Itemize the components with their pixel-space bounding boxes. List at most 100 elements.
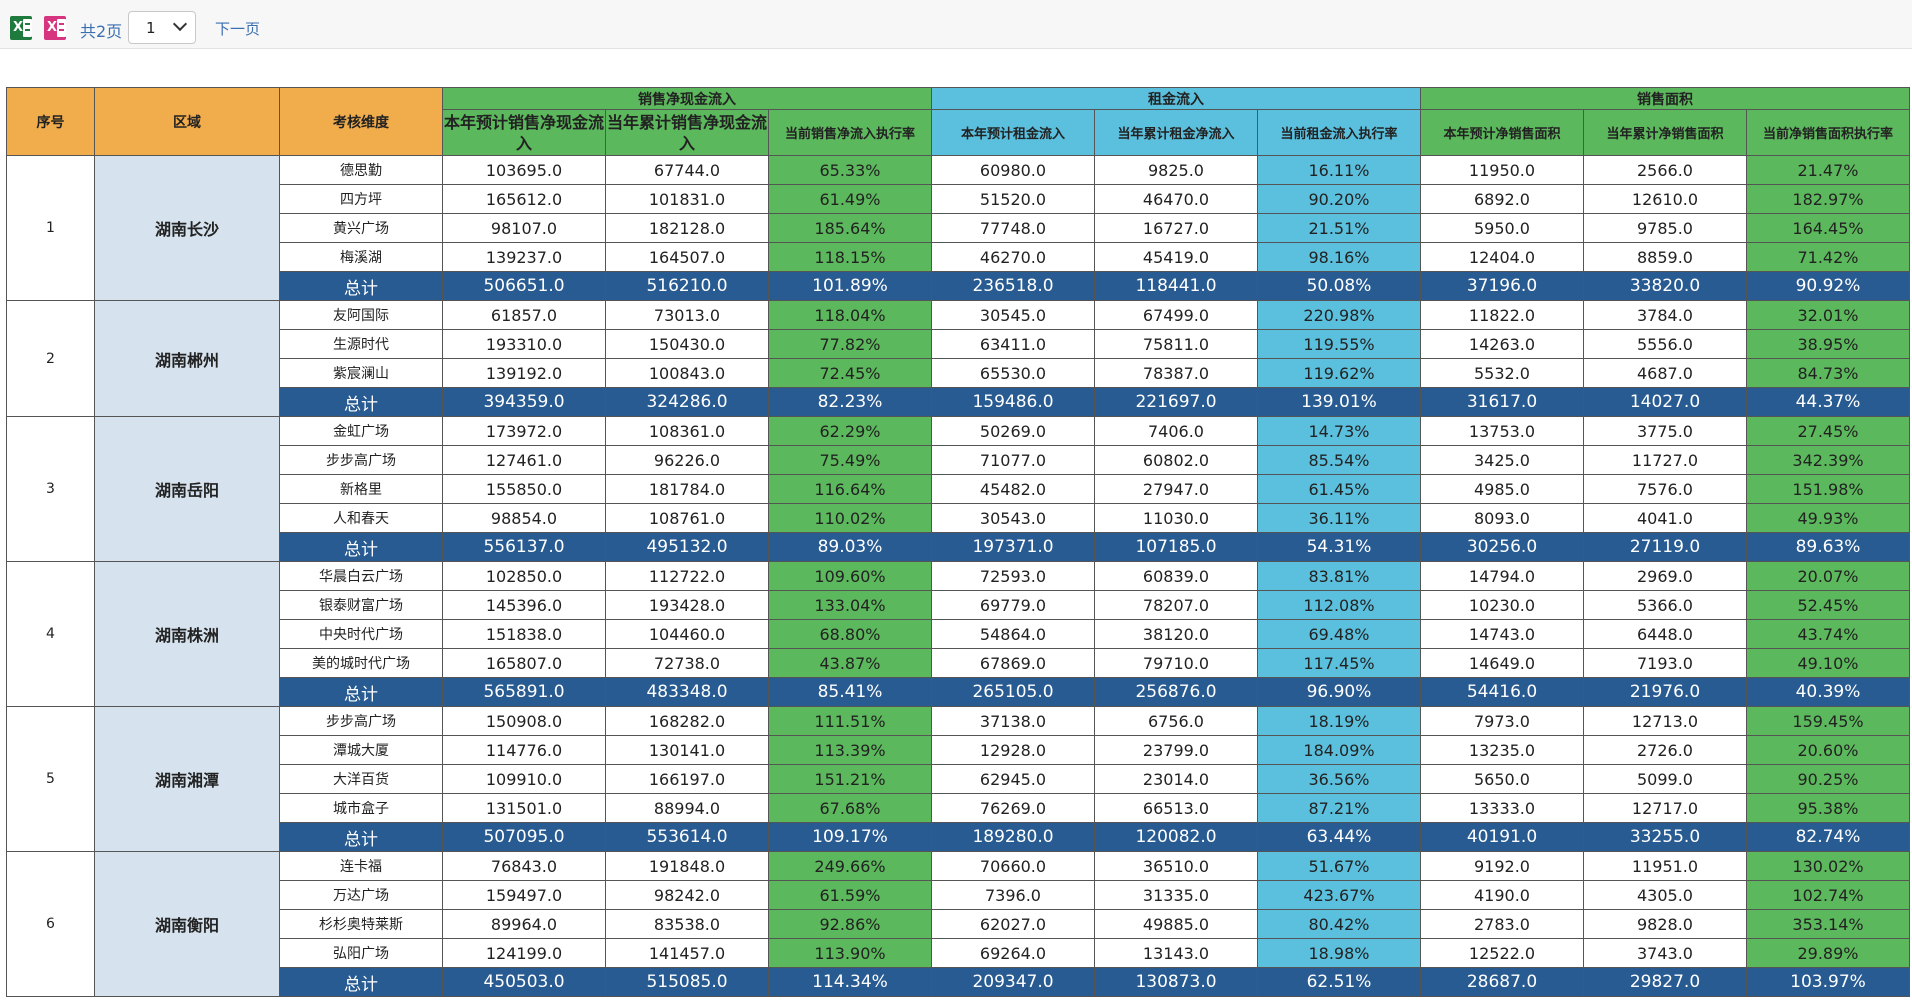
value-cell: 20.60%	[1746, 735, 1910, 765]
dimension-cell: 华晨白云广场	[279, 561, 443, 591]
value-cell: 4190.0	[1420, 880, 1584, 910]
value-cell: 117.45%	[1257, 648, 1421, 678]
dimension-cell: 杉杉奥特莱斯	[279, 909, 443, 939]
value-cell: 113.39%	[768, 735, 932, 765]
dimension-cell: 新格里	[279, 474, 443, 504]
value-cell: 23014.0	[1094, 764, 1258, 794]
value-cell: 3425.0	[1420, 445, 1584, 475]
report-table: 序号 区域 考核维度 销售净现金流入 租金流入 销售面积 本年预计销售净现金流入…	[6, 87, 1910, 997]
total-row: 总计 507095.0 553614.0 109.17% 189280.0 120082.…	[7, 822, 1910, 852]
row-seq: 6	[6, 851, 95, 997]
value-cell: 150430.0	[605, 329, 769, 359]
total-row: 总计 394359.0 324286.0 82.23% 159486.0 221697.0…	[7, 387, 1910, 417]
value-cell: 30543.0	[931, 503, 1095, 533]
total-cell: 118441.0	[1094, 271, 1258, 301]
total-label: 总计	[279, 532, 443, 562]
value-cell: 182.97%	[1746, 184, 1910, 214]
total-row: 总计 556137.0 495132.0 89.03% 197371.0 107185.0…	[7, 532, 1910, 562]
value-cell: 70660.0	[931, 851, 1095, 881]
value-cell: 353.14%	[1746, 909, 1910, 939]
total-row: 总计 450503.0 515085.0 114.34% 209347.0 130873.…	[7, 967, 1910, 997]
total-cell: 265105.0	[931, 677, 1095, 707]
total-cell: 14027.0	[1583, 387, 1747, 417]
value-cell: 101831.0	[605, 184, 769, 214]
value-cell: 84.73%	[1746, 358, 1910, 388]
dimension-cell: 弘阳广场	[279, 938, 443, 968]
row-seq: 4	[6, 561, 95, 707]
value-cell: 72738.0	[605, 648, 769, 678]
total-cell: 63.44%	[1257, 822, 1421, 852]
dimension-cell: 潭城大厦	[279, 735, 443, 765]
value-cell: 119.55%	[1257, 329, 1421, 359]
value-cell: 60839.0	[1094, 561, 1258, 591]
value-cell: 85.54%	[1257, 445, 1421, 475]
value-cell: 61857.0	[442, 300, 606, 330]
header-region: 区域	[94, 87, 280, 156]
value-cell: 66513.0	[1094, 793, 1258, 823]
value-cell: 110.02%	[768, 503, 932, 533]
value-cell: 27.45%	[1746, 416, 1910, 446]
total-cell: 139.01%	[1257, 387, 1421, 417]
value-cell: 67869.0	[931, 648, 1095, 678]
table-row: 城市盒子 131501.0 88994.0 67.68% 76269.0 66513.0 8…	[7, 793, 1910, 823]
total-row: 总计 506651.0 516210.0 101.89% 236518.0 118441.…	[7, 271, 1910, 301]
value-cell: 181784.0	[605, 474, 769, 504]
total-cell: 89.63%	[1746, 532, 1910, 562]
total-cell: 40191.0	[1420, 822, 1584, 852]
total-cell: 50.08%	[1257, 271, 1421, 301]
value-cell: 118.15%	[768, 242, 932, 272]
total-cell: 565891.0	[442, 677, 606, 707]
total-cell: 130873.0	[1094, 967, 1258, 997]
table-row: 银泰财富广场 145396.0 193428.0 133.04% 69779.0 7820…	[7, 590, 1910, 620]
value-cell: 18.98%	[1257, 938, 1421, 968]
table-row: 人和春天 98854.0 108761.0 110.02% 30543.0 11030.0…	[7, 503, 1910, 533]
value-cell: 100843.0	[605, 358, 769, 388]
value-cell: 46270.0	[931, 242, 1095, 272]
next-page-link[interactable]: 下一页	[215, 20, 261, 38]
table-row: 2 湖南郴州 友阿国际 61857.0 73013.0 118.04% 30545.0 674…	[6, 300, 1910, 417]
excel-export-icon[interactable]: X	[10, 16, 32, 40]
total-cell: 556137.0	[442, 532, 606, 562]
value-cell: 49.93%	[1746, 503, 1910, 533]
total-cell: 189280.0	[931, 822, 1095, 852]
value-cell: 109910.0	[442, 764, 606, 794]
value-cell: 65530.0	[931, 358, 1095, 388]
value-cell: 7973.0	[1420, 706, 1584, 736]
excel-xlsx-export-icon[interactable]: X	[44, 16, 66, 40]
value-cell: 69779.0	[931, 590, 1095, 620]
value-cell: 5366.0	[1583, 590, 1747, 620]
value-cell: 112722.0	[605, 561, 769, 591]
value-cell: 5532.0	[1420, 358, 1584, 388]
value-cell: 184.09%	[1257, 735, 1421, 765]
table-row: 美的城时代广场 165807.0 72738.0 43.87% 67869.0 79710…	[7, 648, 1910, 678]
table-row: 生源时代 193310.0 150430.0 77.82% 63411.0 75811.0…	[7, 329, 1910, 359]
row-region: 湖南株洲	[94, 561, 280, 707]
value-cell: 27947.0	[1094, 474, 1258, 504]
value-cell: 164507.0	[605, 242, 769, 272]
value-cell: 12717.0	[1583, 793, 1747, 823]
value-cell: 71077.0	[931, 445, 1095, 475]
value-cell: 141457.0	[605, 938, 769, 968]
value-cell: 193428.0	[605, 590, 769, 620]
value-cell: 11030.0	[1094, 503, 1258, 533]
row-region: 湖南郴州	[94, 300, 280, 417]
page-select-value: 1	[146, 19, 156, 37]
value-cell: 127461.0	[442, 445, 606, 475]
row-region: 湖南长沙	[94, 155, 280, 301]
value-cell: 182128.0	[605, 213, 769, 243]
value-cell: 14263.0	[1420, 329, 1584, 359]
total-cell: 109.17%	[768, 822, 932, 852]
value-cell: 108761.0	[605, 503, 769, 533]
value-cell: 54864.0	[931, 619, 1095, 649]
value-cell: 83538.0	[605, 909, 769, 939]
value-cell: 80.42%	[1257, 909, 1421, 939]
page-select[interactable]: 1	[128, 11, 196, 44]
value-cell: 45482.0	[931, 474, 1095, 504]
value-cell: 83.81%	[1257, 561, 1421, 591]
total-cell: 29827.0	[1583, 967, 1747, 997]
value-cell: 109.60%	[768, 561, 932, 591]
dimension-cell: 城市盒子	[279, 793, 443, 823]
value-cell: 168282.0	[605, 706, 769, 736]
table-row: 新格里 155850.0 181784.0 116.64% 45482.0 27947.0…	[7, 474, 1910, 504]
value-cell: 75811.0	[1094, 329, 1258, 359]
